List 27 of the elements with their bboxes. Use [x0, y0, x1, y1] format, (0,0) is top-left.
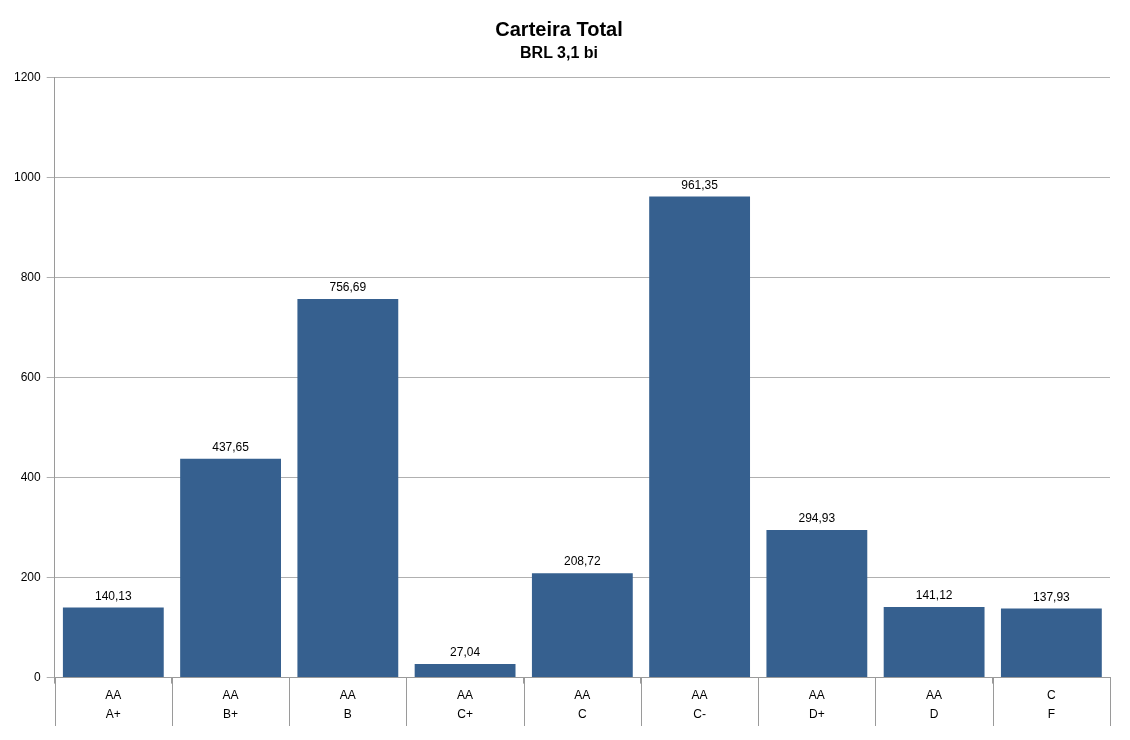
y-tick-label: 400: [20, 469, 42, 484]
data-label: 137,93: [1033, 589, 1071, 604]
y-tick-label: 800: [20, 269, 42, 284]
data-label: 756,69: [329, 280, 367, 295]
x-tick-label: AA A+: [105, 687, 122, 721]
data-label: 294,93: [798, 511, 836, 526]
y-tick-label: 200: [20, 569, 42, 584]
x-tick-label: AA C-: [691, 687, 708, 721]
x-tick-label: AA B+: [222, 687, 239, 721]
chart-title: Carteira Total: [495, 17, 623, 40]
data-label: 961,35: [681, 177, 719, 192]
data-label: 140,13: [94, 588, 132, 603]
x-tick-label: AA D+: [808, 687, 825, 721]
y-tick-label: 600: [20, 369, 42, 384]
y-tick-label: 0: [34, 669, 42, 684]
y-tick-label: 1000: [13, 169, 42, 184]
data-label: 27,04: [450, 645, 481, 660]
data-label: 208,72: [564, 554, 602, 569]
x-tick-label: AA B: [339, 687, 356, 721]
x-tick-label: C F: [1047, 687, 1057, 721]
y-tick-label: 1200: [13, 69, 42, 84]
data-label: 141,12: [915, 588, 953, 603]
chart-subtitle: BRL 3,1 bi: [520, 44, 598, 62]
x-tick-label: AA C+: [457, 687, 474, 721]
x-tick-label: AA D: [926, 687, 943, 721]
x-tick-label: AA C: [574, 687, 591, 721]
data-label: 437,65: [212, 439, 250, 454]
